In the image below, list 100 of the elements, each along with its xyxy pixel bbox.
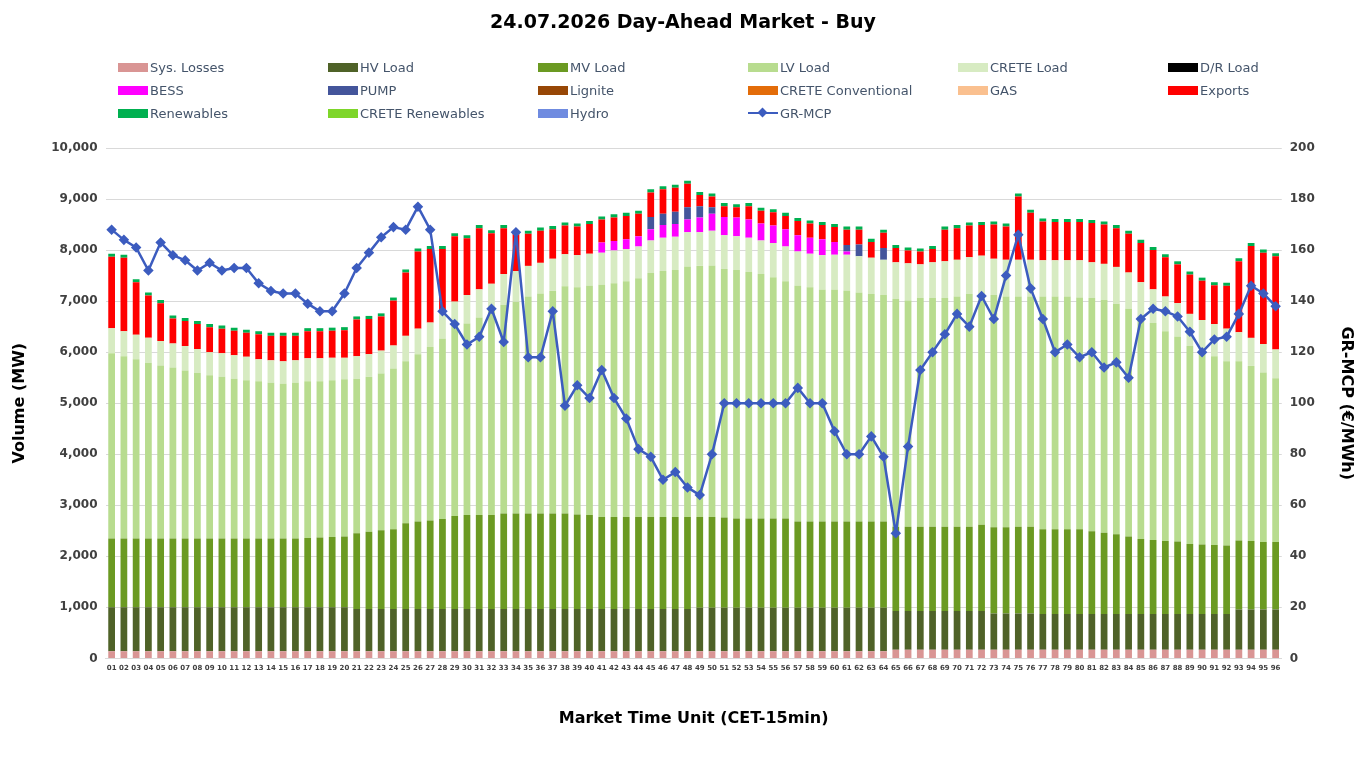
bar (328, 651, 336, 658)
bar (635, 246, 642, 279)
bar (1076, 529, 1083, 614)
legend-label: GAS (990, 82, 1018, 98)
bar (451, 608, 459, 652)
bar (880, 521, 887, 608)
bar (573, 287, 581, 515)
bar (194, 321, 201, 325)
bar (1014, 193, 1022, 197)
bar (892, 649, 900, 658)
bar (500, 228, 508, 275)
bar (635, 210, 642, 214)
bar (990, 258, 998, 295)
bar (867, 257, 875, 294)
bar (181, 370, 189, 539)
bar (1039, 218, 1047, 222)
bar (353, 356, 361, 379)
bar (843, 229, 851, 245)
bar (1198, 614, 1206, 650)
bar (1063, 222, 1071, 261)
bar (720, 235, 728, 269)
bar (696, 206, 704, 218)
bar (1260, 542, 1267, 610)
bar (1039, 614, 1047, 650)
bar (733, 207, 740, 218)
bar (831, 521, 838, 608)
bar (635, 651, 642, 658)
bar (573, 223, 581, 227)
bar (377, 651, 385, 658)
bar (512, 651, 520, 658)
bar (1112, 266, 1120, 304)
bar (916, 649, 924, 658)
bar (524, 651, 532, 658)
bar (769, 518, 777, 608)
bar (1272, 542, 1279, 610)
bar (965, 610, 973, 650)
bar (953, 228, 961, 260)
legend-label: D/R Load (1200, 59, 1259, 75)
bar (1076, 222, 1083, 261)
bar (206, 327, 214, 353)
bar (537, 227, 544, 231)
bar (818, 607, 826, 652)
bar (1039, 260, 1047, 297)
bar (696, 232, 704, 266)
bar (157, 303, 165, 341)
bar (1260, 252, 1267, 344)
bar (353, 533, 361, 609)
y-tick-label: 6,000 (59, 344, 98, 359)
bar (671, 184, 679, 188)
bar (635, 608, 642, 652)
bar (671, 187, 679, 212)
bar (157, 340, 165, 366)
bar (684, 183, 691, 208)
bar (243, 356, 250, 381)
bar (843, 521, 851, 608)
bar (353, 319, 361, 357)
bar (684, 266, 691, 518)
bar (867, 521, 875, 608)
bar (622, 239, 630, 250)
bar (194, 607, 201, 652)
y-tick-label: 2,000 (59, 548, 98, 563)
bar (524, 608, 532, 652)
bar (426, 520, 434, 609)
y2-tick-label: 100 (1289, 395, 1315, 410)
bar (377, 373, 385, 531)
bar (965, 293, 973, 527)
bar (696, 265, 704, 518)
bar (304, 607, 312, 652)
y2-tick-label: 20 (1289, 599, 1307, 614)
bar (867, 241, 875, 258)
bar (720, 206, 728, 217)
bar (1088, 223, 1096, 263)
bar (990, 295, 998, 528)
bar (304, 358, 312, 382)
bar (1186, 346, 1194, 545)
bar (145, 295, 152, 338)
bar (1272, 609, 1279, 650)
bar (794, 251, 802, 286)
bar (120, 651, 128, 658)
bar (1076, 649, 1083, 658)
bar (426, 347, 434, 521)
bar (622, 608, 630, 652)
legend-label: Lignite (570, 82, 615, 98)
bar (255, 359, 263, 382)
bar (598, 517, 606, 609)
bar (463, 295, 471, 324)
bar (843, 226, 851, 230)
y-tick-label: 10,000 (51, 140, 98, 155)
y2-tick-label: 200 (1289, 140, 1315, 155)
bar (1186, 544, 1194, 614)
bar (806, 220, 814, 224)
bar (745, 219, 753, 238)
bar (475, 289, 483, 318)
bar (341, 327, 348, 331)
bar (708, 196, 716, 208)
bar (365, 651, 373, 658)
bar (635, 236, 642, 247)
bar (475, 225, 483, 229)
bar (292, 335, 299, 361)
bar (243, 607, 250, 652)
